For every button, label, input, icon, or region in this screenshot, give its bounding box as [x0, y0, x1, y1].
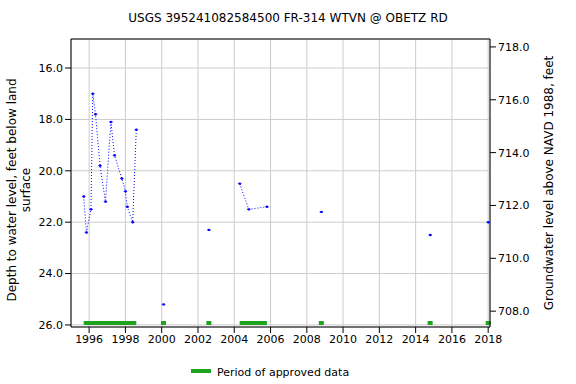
- svg-text:2012: 2012: [365, 333, 393, 346]
- svg-text:710.0: 710.0: [498, 252, 530, 265]
- svg-text:Depth to water level, feet bel: Depth to water level, feet below land: [8, 78, 19, 301]
- svg-text:2014: 2014: [402, 333, 430, 346]
- svg-text:USGS 395241082584500 FR-314 WT: USGS 395241082584500 FR-314 WTVN @ OBETZ…: [128, 11, 447, 25]
- svg-text:2010: 2010: [329, 333, 357, 346]
- svg-text:716.0: 716.0: [498, 94, 530, 107]
- svg-text:2000: 2000: [148, 333, 176, 346]
- svg-text:2006: 2006: [257, 333, 285, 346]
- svg-text:18.0: 18.0: [39, 113, 64, 126]
- svg-text:Period of approved data: Period of approved data: [217, 366, 349, 379]
- svg-text:22.0: 22.0: [39, 216, 64, 229]
- svg-text:1998: 1998: [111, 333, 139, 346]
- svg-text:20.0: 20.0: [39, 165, 64, 178]
- svg-text:Groundwater level above NAVD 1: Groundwater level above NAVD 1988, feet: [542, 55, 556, 310]
- svg-text:26.0: 26.0: [39, 319, 64, 332]
- svg-text:surface: surface: [19, 168, 33, 212]
- svg-text:2002: 2002: [184, 333, 212, 346]
- svg-text:24.0: 24.0: [39, 267, 64, 280]
- svg-text:1996: 1996: [75, 333, 103, 346]
- svg-text:2008: 2008: [293, 333, 321, 346]
- svg-text:16.0: 16.0: [39, 62, 64, 75]
- svg-text:708.0: 708.0: [498, 305, 530, 318]
- svg-text:2004: 2004: [220, 333, 248, 346]
- svg-text:714.0: 714.0: [498, 147, 530, 160]
- svg-text:718.0: 718.0: [498, 41, 530, 54]
- svg-text:2016: 2016: [438, 333, 466, 346]
- svg-text:2018: 2018: [474, 333, 502, 346]
- svg-text:712.0: 712.0: [498, 199, 530, 212]
